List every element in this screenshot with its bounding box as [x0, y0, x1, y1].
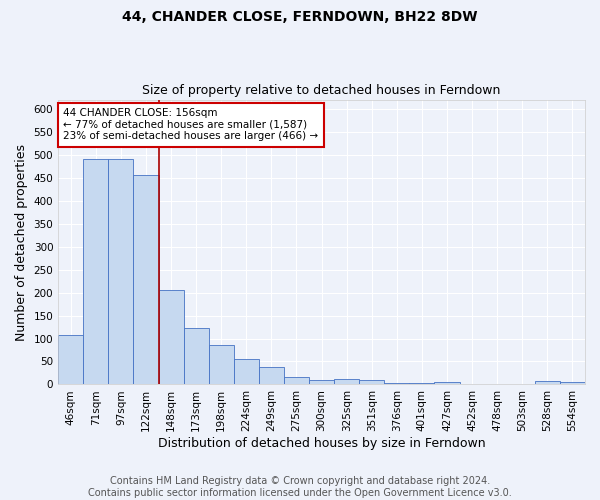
Bar — [334, 380, 359, 384]
Bar — [158, 290, 184, 384]
Bar — [133, 176, 158, 384]
Bar — [560, 382, 585, 384]
Bar — [409, 383, 434, 384]
Bar — [58, 336, 83, 384]
Bar — [535, 381, 560, 384]
Bar — [234, 359, 259, 384]
Bar — [284, 376, 309, 384]
Text: 44, CHANDER CLOSE, FERNDOWN, BH22 8DW: 44, CHANDER CLOSE, FERNDOWN, BH22 8DW — [122, 10, 478, 24]
Y-axis label: Number of detached properties: Number of detached properties — [15, 144, 28, 340]
Bar — [434, 382, 460, 384]
Bar — [209, 346, 234, 385]
Text: Contains HM Land Registry data © Crown copyright and database right 2024.
Contai: Contains HM Land Registry data © Crown c… — [88, 476, 512, 498]
Bar — [259, 366, 284, 384]
Bar — [309, 380, 334, 384]
Bar — [385, 383, 409, 384]
Bar — [359, 380, 385, 384]
Title: Size of property relative to detached houses in Ferndown: Size of property relative to detached ho… — [142, 84, 501, 97]
Bar — [109, 160, 133, 384]
Text: 44 CHANDER CLOSE: 156sqm
← 77% of detached houses are smaller (1,587)
23% of sem: 44 CHANDER CLOSE: 156sqm ← 77% of detach… — [64, 108, 319, 142]
Bar — [184, 328, 209, 384]
Bar — [83, 160, 109, 384]
X-axis label: Distribution of detached houses by size in Ferndown: Distribution of detached houses by size … — [158, 437, 485, 450]
